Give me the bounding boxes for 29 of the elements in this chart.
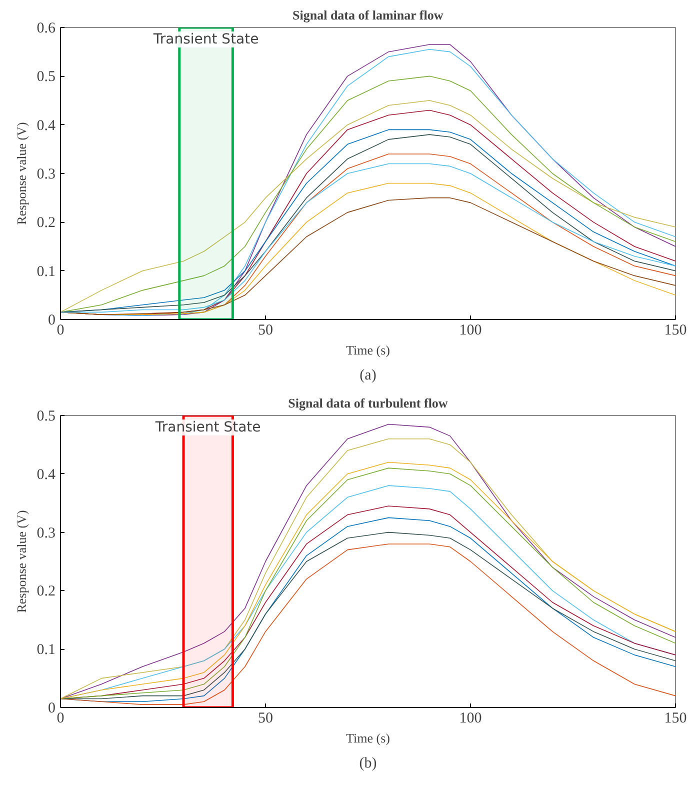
x-tick-label: 100 bbox=[459, 322, 482, 338]
text: (a) bbox=[360, 368, 376, 384]
y-tick-label: 0.2 bbox=[36, 584, 56, 600]
y-tick-label: 0.4 bbox=[36, 466, 56, 483]
chart-title: Signal data of turbulent flow bbox=[288, 396, 448, 410]
y-tick-label: 0.5 bbox=[36, 69, 56, 86]
y-tick-label: 0.6 bbox=[36, 20, 56, 36]
y-tick-label: 0.2 bbox=[36, 215, 56, 232]
y-tick-label: 0.1 bbox=[36, 642, 56, 658]
x-tick-label: 50 bbox=[258, 322, 273, 338]
x-tick-label: 100 bbox=[459, 710, 482, 726]
y-axis-title: Response value (V) bbox=[14, 122, 29, 225]
x-tick-label: 150 bbox=[664, 710, 687, 726]
x-axis-title: Time (s) bbox=[346, 730, 390, 746]
x-tick-label: 50 bbox=[258, 710, 273, 726]
y-tick-label: 0.1 bbox=[36, 264, 56, 280]
x-tick-label: 150 bbox=[664, 322, 687, 338]
y-tick-label: 0.5 bbox=[36, 408, 56, 424]
band-label: Transient State bbox=[154, 420, 261, 436]
y-tick-label: 0.3 bbox=[36, 525, 56, 542]
text: (b) bbox=[359, 756, 377, 772]
y-tick-label: 0.4 bbox=[36, 118, 56, 134]
x-axis-title: Time (s) bbox=[346, 342, 390, 358]
y-axis-title: Response value (V) bbox=[14, 510, 29, 613]
y-tick-label: 0 bbox=[48, 700, 56, 716]
y-tick-label: 0.3 bbox=[36, 166, 56, 182]
chart-title: Signal data of laminar flow bbox=[292, 8, 444, 22]
y-tick-label: 0 bbox=[48, 312, 56, 328]
band-label: Transient State bbox=[152, 32, 259, 48]
